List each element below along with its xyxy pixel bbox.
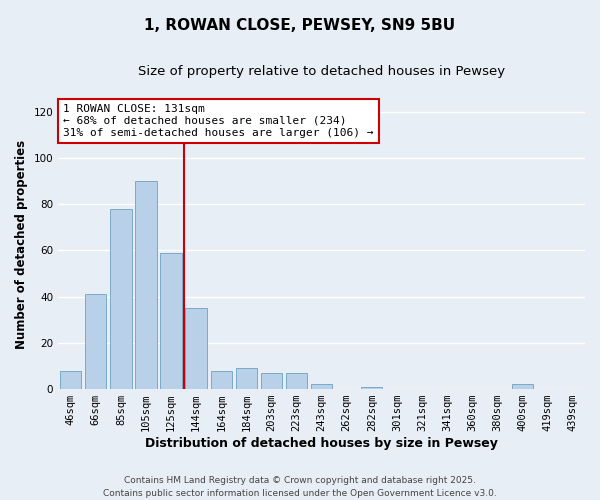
Bar [160, 252, 182, 389]
Bar [211, 370, 232, 389]
Bar [512, 384, 533, 389]
Text: Contains HM Land Registry data © Crown copyright and database right 2025.
Contai: Contains HM Land Registry data © Crown c… [103, 476, 497, 498]
Bar [136, 181, 157, 389]
Bar [110, 208, 131, 389]
Bar [261, 373, 282, 389]
Text: 1 ROWAN CLOSE: 131sqm
← 68% of detached houses are smaller (234)
31% of semi-det: 1 ROWAN CLOSE: 131sqm ← 68% of detached … [64, 104, 374, 138]
Bar [361, 387, 382, 389]
Bar [236, 368, 257, 389]
Bar [85, 294, 106, 389]
X-axis label: Distribution of detached houses by size in Pewsey: Distribution of detached houses by size … [145, 437, 498, 450]
Text: 1, ROWAN CLOSE, PEWSEY, SN9 5BU: 1, ROWAN CLOSE, PEWSEY, SN9 5BU [145, 18, 455, 32]
Title: Size of property relative to detached houses in Pewsey: Size of property relative to detached ho… [138, 65, 505, 78]
Y-axis label: Number of detached properties: Number of detached properties [15, 140, 28, 349]
Bar [286, 373, 307, 389]
Bar [60, 370, 82, 389]
Bar [185, 308, 207, 389]
Bar [311, 384, 332, 389]
